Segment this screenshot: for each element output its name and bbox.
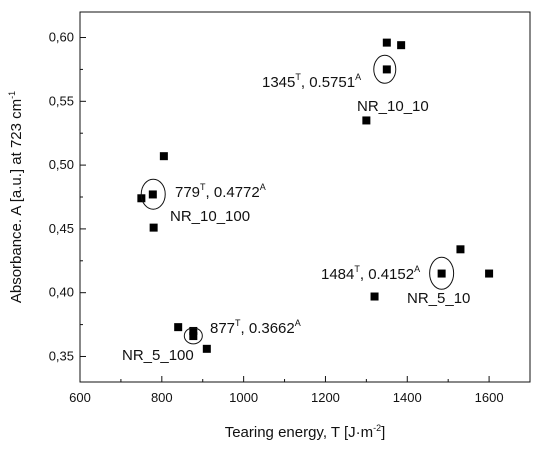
y-tick-label: 0,35 [49, 348, 74, 363]
data-point [485, 269, 494, 278]
y-tick-label: 0,50 [49, 157, 74, 172]
x-tick-label: 1200 [311, 390, 340, 405]
annotation-ellipse [140, 178, 166, 210]
data-point [437, 269, 446, 278]
ticks-layer: 600 800 1000 1200 1400 1600 0,35 0,40 0,45 0,50 0,… [49, 30, 504, 405]
annotation-ellipse [373, 54, 397, 84]
x-tick-label: 1600 [475, 390, 504, 405]
group-label: NR_5_100 [122, 347, 194, 364]
y-tick-label: 0,45 [49, 221, 74, 236]
x-tick-label: 1000 [229, 390, 258, 405]
data-point [174, 323, 183, 332]
y-tick-label: 0,60 [49, 30, 74, 45]
data-point [382, 65, 391, 74]
data-point [397, 41, 406, 50]
data-point [148, 190, 157, 199]
points-layer [137, 38, 494, 353]
annotation-ellipse [429, 256, 455, 290]
x-axis-label: Tearing energy, T [J·m-2] [225, 423, 386, 441]
annotation-label: 877T, 0.3662A [210, 318, 301, 337]
data-point [149, 223, 158, 232]
data-point [202, 344, 211, 353]
data-point [382, 38, 391, 47]
y-axis-label: Absorbance. A [a.u.] at 723 cm-1 [7, 91, 25, 303]
group-label: NR_10_100 [170, 208, 250, 225]
data-point [189, 326, 198, 335]
data-point [362, 116, 371, 125]
data-point [159, 152, 168, 161]
data-point [370, 292, 379, 301]
x-tick-label: 800 [151, 390, 173, 405]
group-label: NR_10_10 [357, 98, 429, 115]
group-label: NR_5_10 [407, 290, 470, 307]
x-tick-label: 600 [69, 390, 91, 405]
annotations-layer: 1345T, 0.5751A NR_10_10 779T, 0.4772A NR_10… [122, 54, 470, 364]
y-tick-label: 0,40 [49, 285, 74, 300]
annotation-label: 779T, 0.4772A [175, 182, 266, 201]
data-point [189, 332, 198, 341]
plot-frame [79, 11, 531, 383]
y-tick-label: 0,55 [49, 93, 74, 108]
data-point [456, 245, 465, 254]
annotation-ellipse [183, 327, 203, 345]
annotation-label: 1345T, 0.5751A [262, 72, 361, 91]
x-tick-label: 1400 [393, 390, 422, 405]
annotation-label: 1484T, 0.4152A [321, 264, 420, 283]
